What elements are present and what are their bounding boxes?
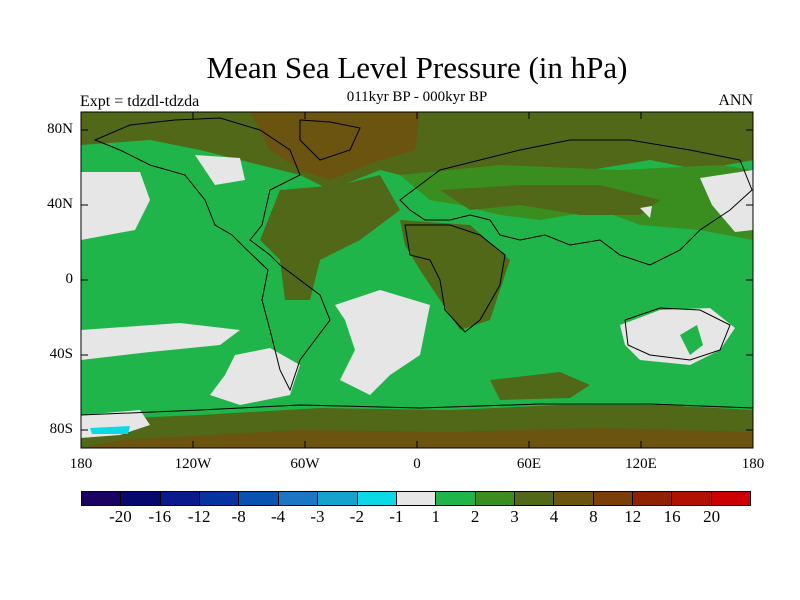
lat-label-40s: 40S (49, 346, 73, 362)
colorbar-box (593, 492, 634, 505)
colorbar-box (633, 492, 673, 505)
japan-neutral (640, 206, 652, 218)
australia-neutral (620, 308, 735, 365)
arctic-strong-region (250, 112, 420, 180)
lat-label-40n: 40N (47, 196, 73, 212)
southeast-pacific-neutral (210, 348, 300, 405)
chart-title: Mean Sea Level Pressure (in hPa) (206, 50, 628, 85)
experiment-label: Expt = tdzdl-tdzda (80, 93, 200, 110)
colorbar-label: 20 (703, 507, 721, 526)
colorbar-box (121, 492, 161, 505)
lat-label-80s: 80S (49, 421, 73, 437)
colorbar-label: -2 (349, 507, 364, 526)
colorbar-label: 2 (470, 507, 480, 526)
colorbar-box (200, 492, 240, 505)
canada-neutral (195, 155, 245, 185)
chart-subtitle: 011kyr BP - 000kyr BP (346, 89, 488, 105)
colorbar-box (318, 492, 358, 505)
coastlines (81, 117, 753, 416)
colorbar-box (239, 492, 279, 505)
north-pacific-neutral (81, 172, 150, 240)
colorbar-label: 4 (549, 507, 559, 526)
colorbar-box (278, 492, 319, 505)
colorbar-label: -4 (270, 507, 286, 526)
colorbar-box (357, 492, 397, 505)
lon-label-120w: 120W (174, 456, 212, 472)
africa-region (400, 220, 510, 330)
lon-label-60w: 60W (290, 456, 320, 472)
colorbar-label: -8 (231, 507, 246, 526)
map-field (81, 112, 753, 448)
lon-label-180w: 180 (69, 456, 93, 472)
eurasia-coast (399, 139, 753, 266)
lon-label-120e: 120E (625, 456, 657, 472)
americas-coast (93, 117, 331, 392)
colorbar-label: -1 (389, 507, 404, 526)
lon-label-0: 0 (413, 456, 421, 472)
greenland-coast (299, 119, 361, 161)
colorbar (81, 491, 751, 506)
colorbar-label: 16 (663, 507, 681, 526)
southern-ocean-region (490, 372, 590, 400)
colorbar-box (160, 492, 201, 505)
season-label: ANN (718, 92, 753, 109)
lon-label-60e: 60E (516, 456, 542, 472)
colorbar-label: -12 (187, 507, 211, 526)
colorbar-label: -16 (148, 507, 172, 526)
antarctic-strong-region (81, 428, 753, 448)
south-atlantic-neutral (335, 290, 430, 395)
africa-coast (404, 224, 506, 333)
colorbar-box (554, 492, 594, 505)
colorbar-box (514, 492, 555, 505)
colorbar-label: 1 (431, 507, 440, 526)
colorbar-label: 3 (510, 507, 519, 526)
colorbar-box (396, 492, 437, 505)
ross-sea-negative (90, 426, 130, 434)
antarctica-coast (81, 403, 753, 416)
australia-coast (624, 307, 731, 361)
australia-green-patch (680, 325, 703, 355)
colorbar-box (82, 492, 122, 505)
northwest-pacific-neutral (700, 170, 753, 232)
colorbar-label: 8 (589, 507, 598, 526)
central-asia-region (440, 185, 660, 215)
colorbar-box (711, 492, 751, 505)
atlantic-tongue-region (260, 175, 400, 300)
colorbar-box (436, 492, 476, 505)
lon-label-180e: 180 (741, 456, 765, 472)
lat-label-80n: 80N (47, 121, 73, 137)
colorbar-box (672, 492, 712, 505)
colorbar-label: -20 (109, 507, 132, 526)
lat-label-0: 0 (65, 271, 74, 287)
axis-ticks (81, 112, 753, 448)
colorbar-label: -3 (310, 507, 325, 526)
colorbar-box (475, 492, 515, 505)
south-pacific-neutral (81, 323, 240, 360)
colorbar-label: 12 (624, 507, 642, 526)
